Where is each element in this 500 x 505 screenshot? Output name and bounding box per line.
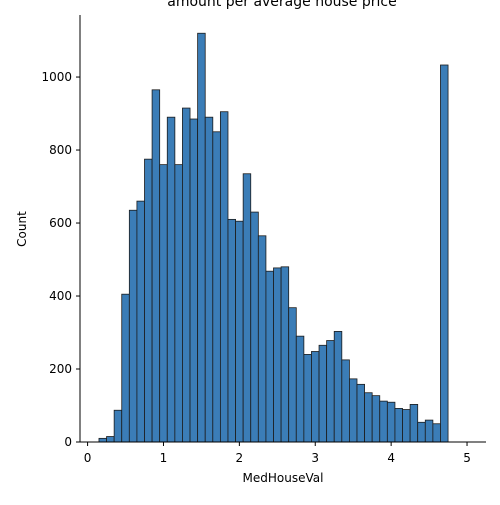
histogram-bar (250, 211, 259, 443)
y-axis-label: Count (15, 211, 29, 247)
histogram-bar (128, 209, 138, 443)
histogram-bar (212, 131, 221, 443)
histogram-bar (113, 409, 123, 443)
histogram-bar (386, 401, 396, 443)
histogram-bar (432, 423, 441, 443)
histogram-bar (280, 266, 290, 443)
bars-group (98, 32, 449, 443)
histogram-bar (379, 400, 388, 443)
histogram-bar (121, 293, 130, 443)
y-tick-label: 800 (49, 143, 72, 157)
x-axis-label: MedHouseVal (243, 471, 324, 485)
histogram-bar (341, 359, 350, 443)
y-tick-label: 600 (49, 216, 72, 230)
x-tick-label: 2 (236, 451, 244, 465)
histogram-bar (242, 173, 252, 443)
histogram-bar (182, 107, 191, 443)
histogram-bar (166, 116, 176, 443)
histogram-bar (174, 164, 183, 443)
x-tick-label: 0 (84, 451, 92, 465)
histogram-bar (371, 395, 381, 443)
histogram-bar (394, 408, 403, 443)
histogram-bar (295, 335, 305, 443)
histogram-bar (144, 158, 153, 443)
histogram-bar (409, 404, 419, 443)
y-tick-label: 200 (49, 362, 72, 376)
histogram-bar (402, 409, 411, 443)
histogram-bar (106, 436, 115, 443)
histogram-bar (333, 331, 343, 443)
histogram-bar (257, 235, 267, 443)
x-ticks-group: 0 1 2 3 4 5 (84, 442, 471, 465)
histogram-bar (265, 270, 274, 443)
x-tick-label: 3 (311, 451, 319, 465)
chart-title: amount per average house price (167, 0, 396, 10)
histogram-bar (98, 437, 107, 443)
histogram-bar (204, 116, 214, 443)
y-tick-label: 0 (64, 435, 72, 449)
x-tick-label: 4 (387, 451, 395, 465)
histogram-bar (364, 392, 373, 443)
histogram-bar (424, 419, 434, 443)
y-tick-label: 400 (49, 289, 72, 303)
histogram-bar (326, 340, 335, 443)
histogram-bar (227, 218, 236, 443)
histogram-bar (288, 307, 297, 443)
histogram-bar (159, 164, 168, 443)
histogram-bar (189, 118, 199, 443)
histogram-bar (136, 200, 145, 443)
histogram-bar (197, 32, 206, 443)
histogram-bar (349, 378, 358, 443)
histogram-bar (318, 344, 328, 443)
x-tick-label: 5 (463, 451, 471, 465)
histogram-bar (417, 421, 426, 443)
histogram-bar (440, 64, 449, 443)
histogram-bar (311, 351, 320, 443)
histogram-bar (356, 383, 365, 443)
histogram-bar (219, 111, 229, 443)
x-tick-label: 1 (160, 451, 168, 465)
histogram-bar (235, 220, 244, 443)
y-tick-label: 1000 (41, 70, 72, 84)
y-ticks-group: 0 200 400 600 800 1000 (41, 70, 80, 449)
histogram-bar (273, 267, 282, 443)
histogram-bar (151, 89, 161, 443)
histogram-bar (303, 354, 312, 443)
